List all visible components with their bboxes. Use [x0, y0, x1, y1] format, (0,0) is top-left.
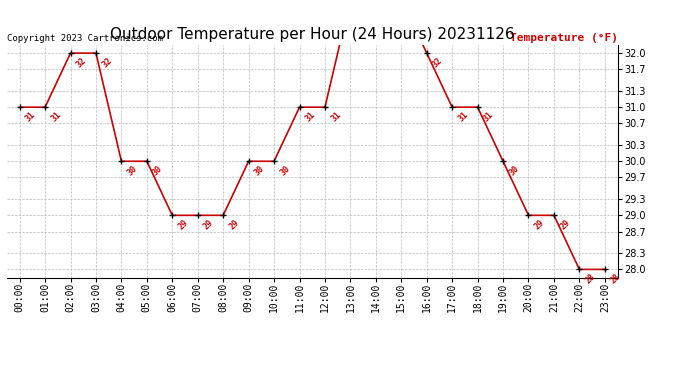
Title: Outdoor Temperature per Hour (24 Hours) 20231126: Outdoor Temperature per Hour (24 Hours) … — [110, 27, 515, 42]
Text: 31: 31 — [482, 110, 495, 123]
Text: 31: 31 — [304, 110, 317, 123]
Text: 33: 33 — [0, 374, 1, 375]
Text: 28: 28 — [609, 272, 622, 285]
Text: 33: 33 — [0, 374, 1, 375]
Text: 30: 30 — [253, 164, 266, 177]
Text: 30: 30 — [278, 164, 292, 177]
Text: 29: 29 — [558, 218, 571, 231]
Text: 32: 32 — [431, 56, 444, 69]
Text: 28: 28 — [584, 272, 597, 285]
Text: 30: 30 — [151, 164, 164, 177]
Text: 32: 32 — [100, 56, 114, 69]
Text: 31: 31 — [329, 110, 342, 123]
Text: 31: 31 — [23, 110, 37, 123]
Text: 33: 33 — [0, 374, 1, 375]
Text: 32: 32 — [75, 56, 88, 69]
Text: 29: 29 — [533, 218, 546, 231]
Text: 29: 29 — [177, 218, 190, 231]
Text: 31: 31 — [456, 110, 470, 123]
Text: Copyright 2023 Cartronics.com: Copyright 2023 Cartronics.com — [7, 34, 163, 43]
Text: 31: 31 — [49, 110, 63, 123]
Text: Temperature (°F): Temperature (°F) — [509, 33, 618, 43]
Text: 30: 30 — [126, 164, 139, 177]
Text: 30: 30 — [507, 164, 521, 177]
Text: 29: 29 — [202, 218, 215, 231]
Text: 29: 29 — [227, 218, 241, 231]
